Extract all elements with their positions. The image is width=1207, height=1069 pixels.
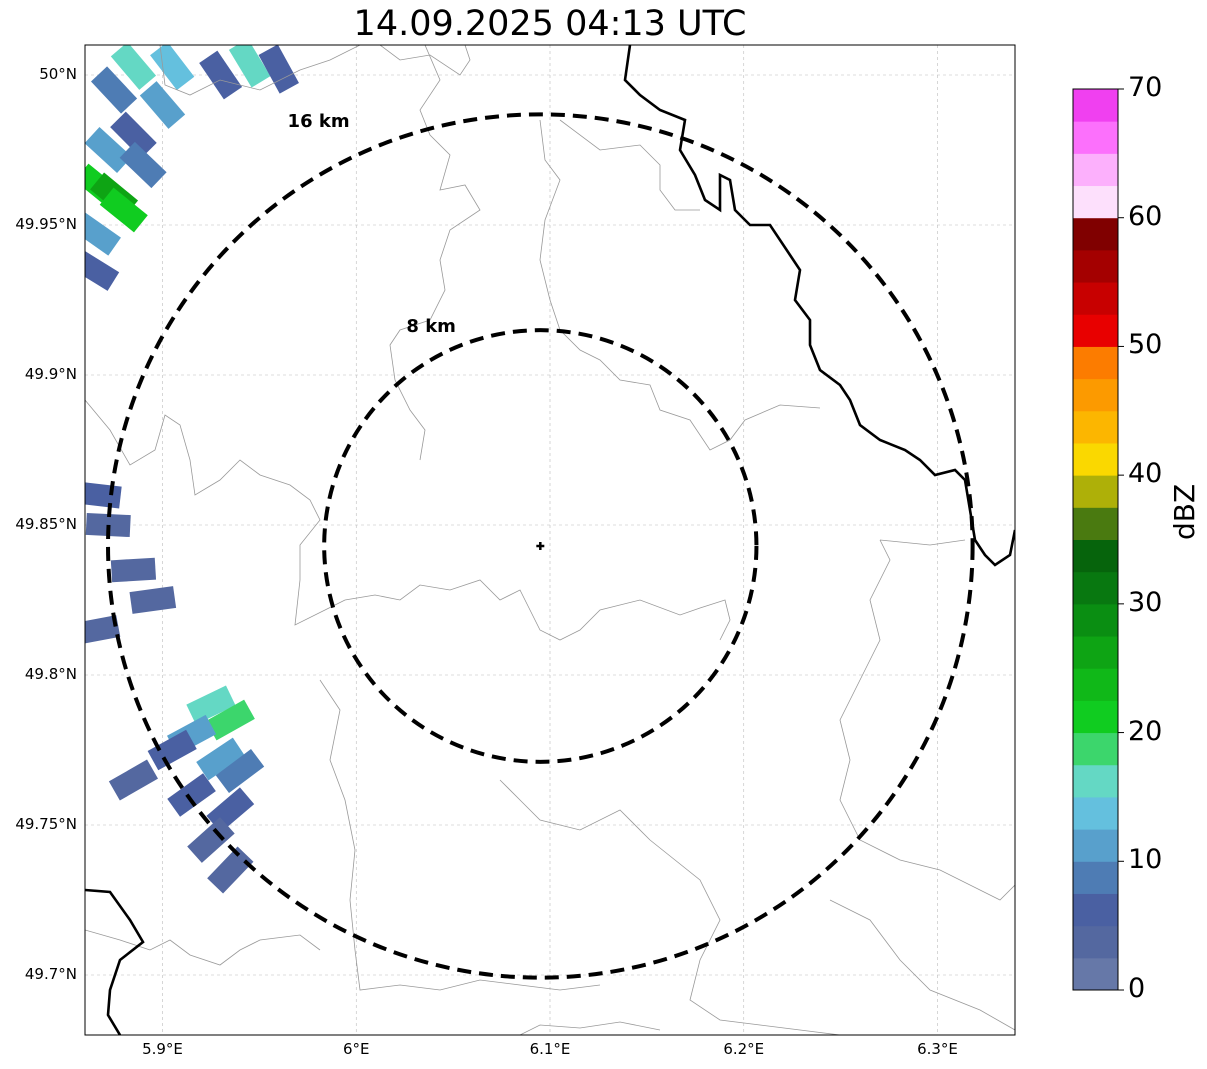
lat-tick-label: 49.85°N xyxy=(15,515,77,533)
colorbar-tick-label: 20 xyxy=(1128,715,1163,747)
colorbar-segment xyxy=(1073,410,1118,444)
colorbar-segment xyxy=(1073,378,1118,412)
colorbar-segment xyxy=(1073,121,1118,154)
radar-echo-cell xyxy=(85,481,122,509)
radar-echo-cell xyxy=(228,45,271,88)
radar-echo-cell xyxy=(108,759,158,801)
radar-echo-cell xyxy=(85,615,121,645)
colorbar-segment xyxy=(1073,249,1118,283)
radar-echo-cell xyxy=(110,557,157,583)
colorbar-segment xyxy=(1073,346,1118,380)
radar-echo-cell xyxy=(85,127,132,173)
radar-site-marker xyxy=(536,542,545,550)
plot-frame xyxy=(84,44,1016,1036)
radar-echo-cell xyxy=(187,817,235,863)
colorbar xyxy=(1072,88,1124,991)
lat-tick-label: 49.7°N xyxy=(24,965,77,983)
grid-lines xyxy=(85,45,1015,1035)
lat-tick-label: 50°N xyxy=(39,65,77,83)
colorbar-label: dBZ xyxy=(1168,483,1201,540)
colorbar-segment xyxy=(1073,668,1118,701)
radar-echo-cell xyxy=(167,773,216,817)
colorbar-segment xyxy=(1073,764,1118,798)
colorbar-segment xyxy=(1073,539,1118,573)
lon-tick-label: 6.1°E xyxy=(529,1040,571,1058)
radar-echo-cell xyxy=(207,846,254,894)
range-ring xyxy=(106,112,975,980)
radar-echo-cell xyxy=(85,249,120,291)
national-border-lines xyxy=(85,45,1015,1035)
lon-tick-label: 6.3°E xyxy=(917,1040,958,1058)
range-ring xyxy=(322,328,759,764)
radar-echo-cell xyxy=(110,111,157,159)
colorbar-segment xyxy=(1073,571,1118,605)
colorbar-segment xyxy=(1073,925,1118,959)
range-ring-label: 16 km xyxy=(287,110,350,132)
colorbar-tick-label: 50 xyxy=(1128,329,1163,361)
radar-echo-cell xyxy=(129,586,177,614)
lat-tick-label: 49.75°N xyxy=(15,815,77,833)
colorbar-segment xyxy=(1073,829,1118,862)
colorbar-segment xyxy=(1073,861,1118,894)
colorbar-segment xyxy=(1073,282,1118,315)
map-title: 14.09.2025 04:13 UTC xyxy=(353,4,747,44)
radar-echoes xyxy=(85,45,299,894)
lat-tick-label: 49.8°N xyxy=(24,665,77,683)
radar-echo-cell xyxy=(199,50,243,100)
radar-echo-cell xyxy=(205,699,255,741)
lon-tick-label: 6°E xyxy=(342,1040,370,1058)
lat-tick-label: 49.95°N xyxy=(15,215,77,233)
radar-echo-cell xyxy=(99,187,148,233)
radar-echo-cell xyxy=(119,141,167,189)
lat-tick-label: 49.9°N xyxy=(24,365,77,383)
colorbar-segment xyxy=(1073,442,1118,476)
colorbar-segment xyxy=(1073,185,1118,219)
colorbar-tick-label: 0 xyxy=(1128,973,1146,1004)
colorbar-segment xyxy=(1073,153,1118,187)
radar-echo-cell xyxy=(91,66,138,114)
colorbar-tick-label: 70 xyxy=(1128,72,1163,103)
colorbar-segment xyxy=(1073,314,1118,347)
colorbar-segment xyxy=(1073,957,1118,991)
colorbar-segment xyxy=(1073,732,1118,766)
radar-echo-cell xyxy=(85,212,121,256)
radar-echo-cell xyxy=(147,729,197,771)
range-rings xyxy=(106,112,975,980)
lon-tick-label: 6.2°E xyxy=(723,1040,765,1058)
radar-echo-cell xyxy=(258,45,299,94)
colorbar-segment xyxy=(1073,475,1118,508)
radar-echo-cell xyxy=(110,45,157,90)
colorbar-segment xyxy=(1073,636,1118,669)
colorbar-segment xyxy=(1073,507,1118,540)
colorbar-tick-label: 10 xyxy=(1128,844,1163,876)
colorbar-frame xyxy=(1072,88,1119,991)
radar-echo-cell xyxy=(186,685,236,725)
radar-echo-cell xyxy=(196,737,246,781)
colorbar-segment xyxy=(1073,217,1118,251)
colorbar-tick-label: 40 xyxy=(1128,458,1163,490)
radar-echo-cell xyxy=(139,81,186,129)
radar-echo-cell xyxy=(215,749,265,793)
colorbar-tick-label: 30 xyxy=(1128,586,1163,618)
colorbar-segment xyxy=(1073,603,1118,637)
colorbar-segment xyxy=(1073,700,1118,734)
lon-tick-label: 5.9°E xyxy=(142,1040,183,1058)
colorbar-segment xyxy=(1073,89,1118,122)
colorbar-segment xyxy=(1073,893,1118,927)
colorbar-segment xyxy=(1073,796,1118,830)
range-ring-label: 8 km xyxy=(406,315,456,337)
colorbar-tick-label: 60 xyxy=(1128,200,1163,232)
